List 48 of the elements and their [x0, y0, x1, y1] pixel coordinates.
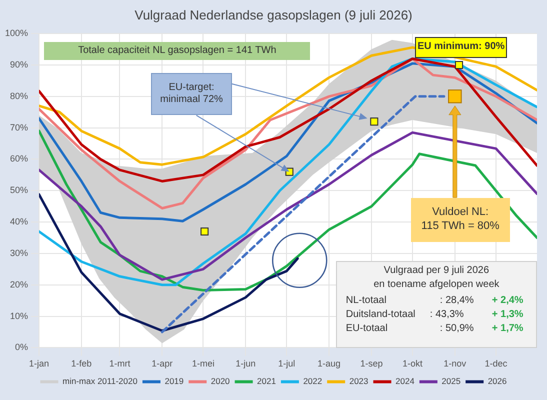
legend-label: 2022: [303, 376, 322, 386]
x-tick-label: 1-nov: [444, 358, 467, 369]
point: [370, 118, 378, 126]
y-tick-label: 80%: [10, 90, 28, 101]
annotation: + 2,4%: [492, 295, 524, 308]
annotation: en toename afgelopen week: [372, 279, 500, 292]
x-tick-label: 1-okt: [402, 358, 424, 369]
legend-label: 2024: [396, 376, 415, 386]
legend-label: 2023: [349, 376, 369, 386]
legend-label: 2026: [488, 376, 508, 386]
legend-label: min-max 2011-2020: [62, 376, 138, 386]
x-tick-label: 1-mrt: [109, 358, 131, 369]
x-tick-label: 1-aug: [318, 358, 341, 369]
y-tick-label: 100%: [4, 28, 28, 38]
x-tick-label: 1-mei: [192, 358, 214, 369]
y-tick-label: 90%: [10, 59, 28, 70]
y-tick-label: 50%: [10, 185, 28, 196]
legend-label: 2019: [164, 376, 184, 386]
y-tick-label: 60%: [10, 154, 28, 164]
annotation: EU-totaal: [346, 323, 389, 336]
x-tick-label: 1-dec: [484, 358, 508, 369]
annotation: NL-totaal: [346, 295, 388, 308]
chart-title: Vulgraad Nederlandse gasopslagen (9 juli 2026): [134, 7, 412, 22]
x-tick-label: 1-jan: [29, 358, 50, 369]
x-tick-label: 1-jun: [236, 358, 256, 369]
legend-label: 2025: [442, 376, 461, 386]
point: [448, 90, 462, 104]
y-tick-label: 10%: [10, 310, 28, 321]
annotation: : 50,9%: [440, 323, 475, 336]
annotation: Duitsland-totaal: [346, 309, 416, 320]
annotation: : 28,4%: [440, 295, 475, 308]
x-tick-label: 1-sep: [360, 358, 383, 369]
y-tick-label: 0%: [15, 342, 28, 352]
x-tick-label: 1-feb: [71, 358, 92, 369]
y-tick-label: 20%: [10, 279, 28, 290]
x-tick-label: 1-apr: [152, 358, 173, 369]
point: [454, 60, 464, 70]
annotation: + 1,3%: [492, 309, 524, 322]
annotation: : 43,3%: [430, 309, 465, 322]
legend-label: 2021: [257, 376, 276, 386]
y-tick-label: 40%: [10, 216, 28, 227]
x-tick-label: 1-jul: [278, 358, 296, 369]
y-tick-label: 30%: [10, 248, 28, 258]
point: [200, 227, 209, 236]
y-tick-label: 70%: [10, 122, 28, 132]
legend-label: 2020: [210, 376, 230, 386]
annotation: + 1,7%: [492, 323, 524, 336]
annotation: Vulgraad per 9 juli 2026: [382, 265, 490, 278]
